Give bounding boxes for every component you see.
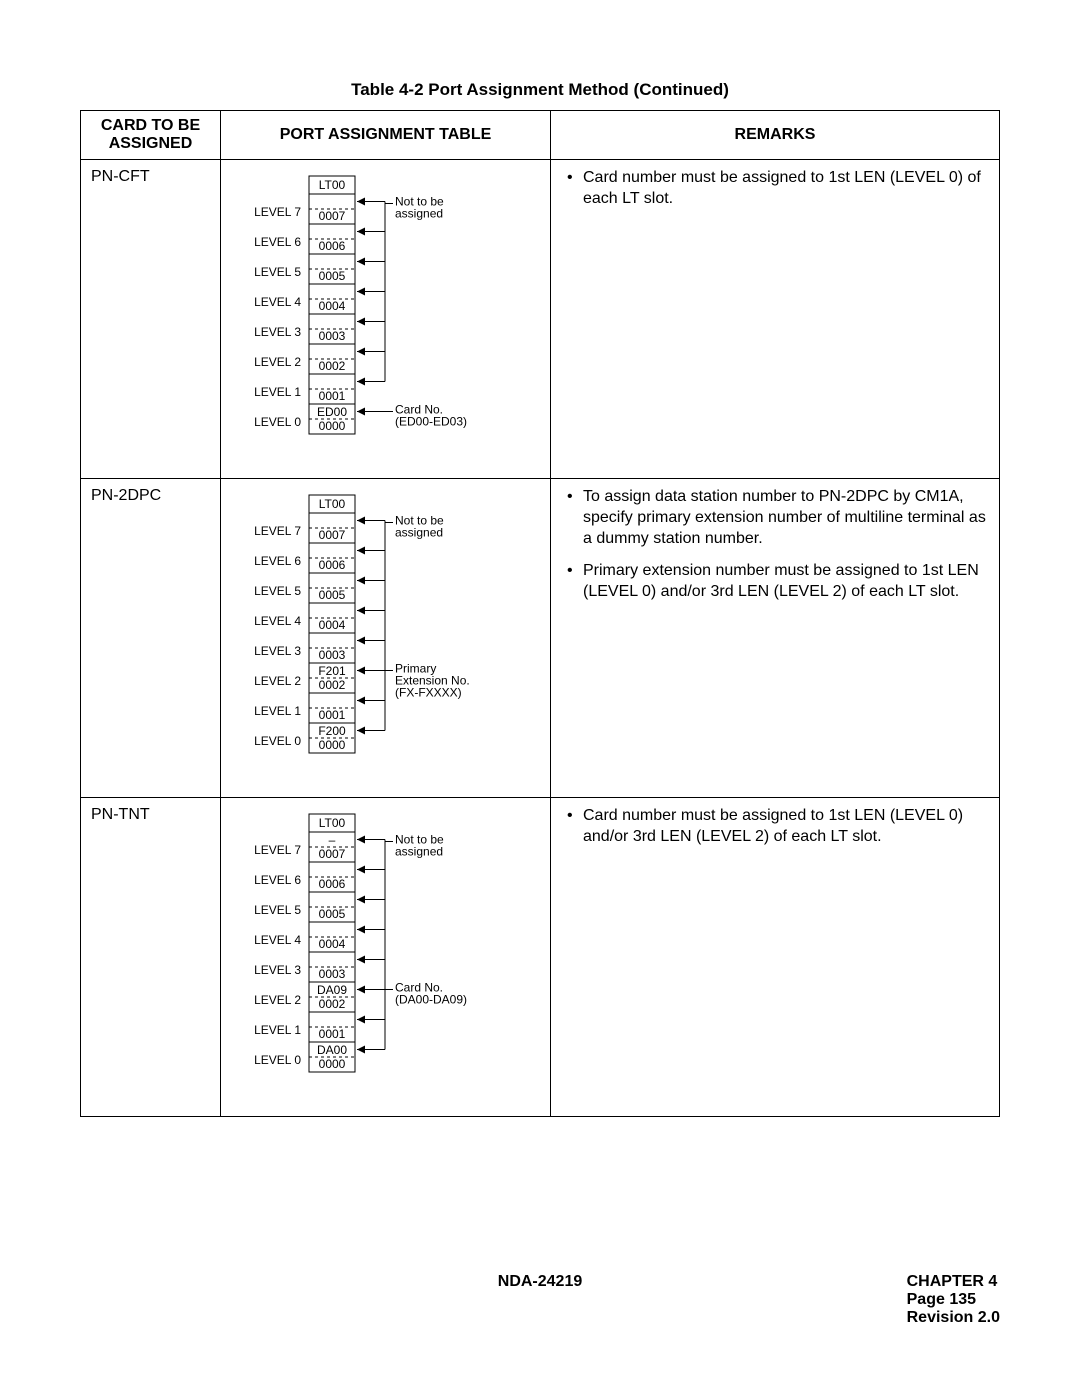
pat-cell: LT00 LEVEL 7 –0007 LEVEL 6 0006 LEVEL 5 0005 LE… — [221, 798, 551, 1117]
remarks-cell: Card number must be assigned to 1st LEN … — [551, 160, 1000, 479]
page-footer: NDA-24219 CHAPTER 4 Page 135 Revision 2.… — [80, 1273, 1000, 1327]
svg-text:LEVEL 1: LEVEL 1 — [254, 385, 301, 399]
footer-right: CHAPTER 4 Page 135 Revision 2.0 — [907, 1273, 1000, 1327]
remarks-cell: Card number must be assigned to 1st LEN … — [551, 798, 1000, 1117]
svg-text:0000: 0000 — [318, 738, 345, 752]
svg-text:LEVEL 2: LEVEL 2 — [254, 993, 301, 1007]
svg-text:LEVEL 0: LEVEL 0 — [254, 734, 301, 748]
svg-text:0006: 0006 — [318, 877, 345, 891]
svg-text:0000: 0000 — [318, 419, 345, 433]
svg-text:DA00: DA00 — [316, 1043, 346, 1057]
remark-item: Primary extension number must be assigne… — [561, 561, 989, 603]
card-cell: PN-TNT — [81, 798, 221, 1117]
header-card: CARD TO BE ASSIGNED — [81, 111, 221, 160]
svg-text:(FX-FXXXX): (FX-FXXXX) — [395, 686, 462, 700]
svg-text:assigned: assigned — [395, 526, 443, 540]
svg-text:0005: 0005 — [318, 269, 345, 283]
svg-text:F200: F200 — [318, 724, 346, 738]
svg-text:0005: 0005 — [318, 907, 345, 921]
svg-text:LEVEL 6: LEVEL 6 — [254, 873, 301, 887]
table-row: PN-2DPC LT00 LEVEL 7 0007 LEVEL 6 0006 LEVEL 5… — [81, 479, 1000, 798]
footer-chapter: CHAPTER 4 — [907, 1273, 998, 1290]
remark-item: Card number must be assigned to 1st LEN … — [561, 806, 989, 848]
svg-text:–: – — [328, 833, 335, 847]
svg-text:0005: 0005 — [318, 588, 345, 602]
svg-text:0002: 0002 — [318, 359, 345, 373]
port-diagram: LT00 LEVEL 7 0007 LEVEL 6 0006 LEVEL 5 0005 LEV… — [241, 487, 531, 763]
svg-text:0004: 0004 — [318, 618, 345, 632]
svg-text:LEVEL 5: LEVEL 5 — [254, 265, 301, 279]
svg-text:0002: 0002 — [318, 678, 345, 692]
svg-text:0007: 0007 — [318, 528, 345, 542]
table-caption: Table 4-2 Port Assignment Method (Contin… — [80, 80, 1000, 100]
remarks-cell: To assign data station number to PN-2DPC… — [551, 479, 1000, 798]
remark-item: Card number must be assigned to 1st LEN … — [561, 168, 989, 210]
svg-text:LT00: LT00 — [318, 178, 345, 192]
svg-text:LEVEL 0: LEVEL 0 — [254, 415, 301, 429]
svg-text:LEVEL 4: LEVEL 4 — [254, 614, 301, 628]
svg-text:LEVEL 3: LEVEL 3 — [254, 325, 301, 339]
svg-text:LEVEL 2: LEVEL 2 — [254, 674, 301, 688]
header-pat: PORT ASSIGNMENT TABLE — [221, 111, 551, 160]
svg-text:LEVEL 2: LEVEL 2 — [254, 355, 301, 369]
svg-text:LEVEL 5: LEVEL 5 — [254, 584, 301, 598]
pat-cell: LT00 LEVEL 7 0007 LEVEL 6 0006 LEVEL 5 0005 LEV… — [221, 160, 551, 479]
svg-text:0003: 0003 — [318, 967, 345, 981]
pat-cell: LT00 LEVEL 7 0007 LEVEL 6 0006 LEVEL 5 0005 LEV… — [221, 479, 551, 798]
svg-text:LEVEL 4: LEVEL 4 — [254, 295, 301, 309]
table-row: PN-CFT LT00 LEVEL 7 0007 LEVEL 6 0006 LEVEL 5 0… — [81, 160, 1000, 479]
svg-text:0000: 0000 — [318, 1057, 345, 1071]
svg-text:(DA00-DA09): (DA00-DA09) — [395, 993, 467, 1007]
svg-text:0002: 0002 — [318, 997, 345, 1011]
page: Table 4-2 Port Assignment Method (Contin… — [0, 0, 1080, 1397]
port-diagram: LT00 LEVEL 7 0007 LEVEL 6 0006 LEVEL 5 0005 LEV… — [241, 168, 531, 444]
svg-text:0001: 0001 — [318, 1027, 345, 1041]
svg-text:0006: 0006 — [318, 239, 345, 253]
svg-text:0007: 0007 — [318, 847, 345, 861]
svg-text:LEVEL 4: LEVEL 4 — [254, 933, 301, 947]
footer-page: Page 135 — [907, 1291, 976, 1308]
svg-text:F201: F201 — [318, 664, 346, 678]
svg-text:LEVEL 3: LEVEL 3 — [254, 644, 301, 658]
remark-item: To assign data station number to PN-2DPC… — [561, 487, 989, 549]
svg-text:LT00: LT00 — [318, 497, 345, 511]
svg-text:DA09: DA09 — [316, 983, 346, 997]
card-cell: PN-CFT — [81, 160, 221, 479]
svg-text:assigned: assigned — [395, 845, 443, 859]
footer-rev: Revision 2.0 — [907, 1309, 1000, 1326]
svg-text:0001: 0001 — [318, 708, 345, 722]
svg-text:0001: 0001 — [318, 389, 345, 403]
svg-text:LEVEL 7: LEVEL 7 — [254, 205, 301, 219]
svg-text:LEVEL 1: LEVEL 1 — [254, 704, 301, 718]
svg-text:0003: 0003 — [318, 329, 345, 343]
svg-text:ED00: ED00 — [316, 405, 346, 419]
header-remarks: REMARKS — [551, 111, 1000, 160]
card-cell: PN-2DPC — [81, 479, 221, 798]
svg-text:0006: 0006 — [318, 558, 345, 572]
svg-text:LEVEL 1: LEVEL 1 — [254, 1023, 301, 1037]
svg-text:LEVEL 5: LEVEL 5 — [254, 903, 301, 917]
svg-text:LEVEL 3: LEVEL 3 — [254, 963, 301, 977]
svg-text:LT00: LT00 — [318, 816, 345, 830]
svg-text:LEVEL 7: LEVEL 7 — [254, 843, 301, 857]
svg-text:assigned: assigned — [395, 207, 443, 221]
svg-text:LEVEL 7: LEVEL 7 — [254, 524, 301, 538]
svg-text:LEVEL 0: LEVEL 0 — [254, 1053, 301, 1067]
table-header-row: CARD TO BE ASSIGNED PORT ASSIGNMENT TABL… — [81, 111, 1000, 160]
svg-text:0004: 0004 — [318, 937, 345, 951]
svg-text:(ED00-ED03): (ED00-ED03) — [395, 415, 467, 429]
table-row: PN-TNT LT00 LEVEL 7 –0007 LEVEL 6 0006 LEVEL 5… — [81, 798, 1000, 1117]
svg-text:0004: 0004 — [318, 299, 345, 313]
svg-text:0003: 0003 — [318, 648, 345, 662]
svg-text:LEVEL 6: LEVEL 6 — [254, 554, 301, 568]
port-assignment-table: CARD TO BE ASSIGNED PORT ASSIGNMENT TABL… — [80, 110, 1000, 1117]
svg-text:LEVEL 6: LEVEL 6 — [254, 235, 301, 249]
port-diagram: LT00 LEVEL 7 –0007 LEVEL 6 0006 LEVEL 5 0005 LE… — [241, 806, 531, 1082]
svg-text:0007: 0007 — [318, 209, 345, 223]
footer-docno: NDA-24219 — [498, 1273, 582, 1291]
